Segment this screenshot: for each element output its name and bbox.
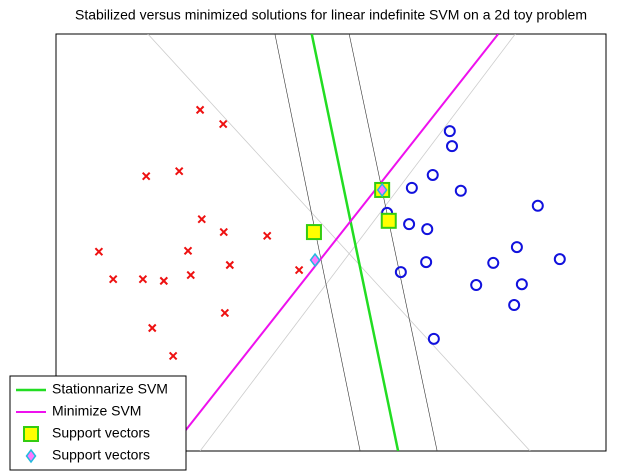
circle-marker <box>553 253 566 266</box>
circle-marker <box>405 181 418 194</box>
legend-marker <box>25 448 37 464</box>
circle-marker <box>421 223 434 236</box>
x-marker <box>183 246 193 256</box>
legend-label: Support vectors <box>52 425 150 441</box>
circle-marker <box>515 278 528 291</box>
circle-marker <box>403 218 416 231</box>
diamond-marker <box>376 182 388 198</box>
plot-area <box>94 34 566 451</box>
x-marker <box>294 265 304 275</box>
circle-marker <box>446 140 458 153</box>
line <box>348 34 438 451</box>
circle-marker <box>420 256 433 269</box>
legend-label: Minimize SVM <box>52 403 141 419</box>
x-marker <box>262 231 272 241</box>
legend-marker <box>23 426 39 442</box>
legend: Stationnarize SVM Minimize SVM Support vec… <box>9 375 187 471</box>
x-marker <box>225 260 235 270</box>
diamond-marker <box>309 252 321 268</box>
circle-marker <box>531 199 544 212</box>
legend-label: Stationnarize SVM <box>52 381 168 397</box>
x-marker <box>219 227 228 237</box>
circle-marker <box>427 332 440 345</box>
x-marker <box>186 270 195 280</box>
legend-label: Support vectors <box>52 447 150 463</box>
x-marker <box>159 276 169 286</box>
circle-marker <box>470 279 483 292</box>
x-marker <box>195 105 205 115</box>
line <box>199 34 516 451</box>
x-marker <box>148 323 157 333</box>
line <box>310 34 400 451</box>
circle-marker <box>510 241 523 254</box>
circle-marker <box>487 256 500 269</box>
line <box>274 34 361 451</box>
plot-frame <box>55 33 607 452</box>
circle-marker <box>426 168 439 181</box>
x-marker <box>218 119 228 129</box>
circle-marker <box>394 266 407 279</box>
circle-marker <box>508 299 521 312</box>
square-marker <box>305 224 322 241</box>
x-marker <box>94 247 104 256</box>
circle-marker <box>454 184 467 197</box>
x-marker <box>197 214 206 224</box>
legend-box <box>9 375 187 471</box>
square-marker <box>380 212 397 229</box>
chart-title: Stabilized versus minimized solutions fo… <box>75 7 587 23</box>
x-marker <box>138 274 148 284</box>
x-marker <box>174 166 184 176</box>
x-marker <box>168 351 178 361</box>
circle-marker <box>443 125 456 138</box>
line <box>147 34 531 451</box>
x-marker <box>108 274 118 284</box>
x-marker <box>141 171 151 181</box>
x-marker <box>220 308 230 318</box>
line <box>168 34 499 451</box>
